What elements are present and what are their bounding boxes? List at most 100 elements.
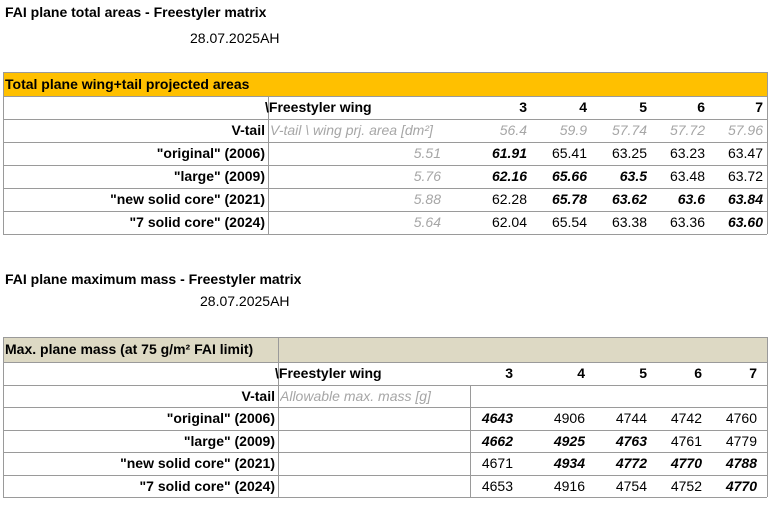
grid-line xyxy=(3,188,767,189)
cell-value: 4662 xyxy=(481,432,513,449)
row-label: "large" (2009) xyxy=(173,168,265,184)
column-header: 7 xyxy=(749,365,757,381)
grid-line xyxy=(3,72,4,234)
row-label: "new solid core" (2021) xyxy=(120,455,275,471)
cell-value: 4754 xyxy=(615,477,647,494)
row-label: V-tail xyxy=(231,122,265,138)
grid-line xyxy=(3,429,767,431)
column-header: 5 xyxy=(639,365,647,381)
grid-line xyxy=(3,474,767,476)
vtail-value: 59.9 xyxy=(559,122,587,138)
cell-value: 62.04 xyxy=(491,214,527,230)
column-header: 6 xyxy=(697,99,705,115)
cell-value: 4772 xyxy=(615,455,647,471)
cell-value: 63.38 xyxy=(611,214,647,230)
grid-line xyxy=(3,497,767,498)
column-header: 6 xyxy=(694,365,702,381)
cell-value: 61.91 xyxy=(491,145,527,161)
cell-value: 4934 xyxy=(553,455,585,471)
grid-line xyxy=(268,96,269,234)
grid-line xyxy=(3,211,767,212)
column-header: 5 xyxy=(639,99,647,115)
column-header: 4 xyxy=(579,99,587,115)
header-text: Max. plane mass (at 75 g/m² FAI limit) xyxy=(5,341,254,357)
cell-value: 63.25 xyxy=(611,145,647,161)
cell-value: 4671 xyxy=(481,455,513,471)
grid-line xyxy=(3,234,767,235)
cell-value: 63.62 xyxy=(611,191,647,207)
header-band xyxy=(3,337,767,362)
grid-line xyxy=(3,165,767,166)
row-label: "large" (2009) xyxy=(183,432,275,449)
header-text: Total plane wing+tail projected areas xyxy=(5,76,250,92)
column-header: 7 xyxy=(755,99,763,115)
cell-value: 62.16 xyxy=(491,168,527,184)
cell-value: 65.66 xyxy=(551,168,587,184)
cell-value: 4744 xyxy=(615,410,647,426)
cell-value: 4788 xyxy=(725,455,757,471)
corner-label: \Freestyler wing xyxy=(265,99,372,115)
cell-value: 63.23 xyxy=(669,145,705,161)
row-label: "7 solid core" (2024) xyxy=(129,214,265,230)
row-label: "new solid core" (2021) xyxy=(110,191,265,207)
section-title: FAI plane total areas - Freestyler matri… xyxy=(5,4,267,20)
cell-value: 4761 xyxy=(670,432,702,449)
cell-value: 63.84 xyxy=(727,191,763,207)
grid-line xyxy=(3,119,767,120)
cell-value: 65.54 xyxy=(551,214,587,230)
grid-line xyxy=(3,452,767,453)
column-header: 3 xyxy=(505,365,513,381)
grid-line xyxy=(3,384,767,386)
row-label: V-tail xyxy=(241,387,275,404)
grid-line xyxy=(278,337,279,497)
cell-value: 4779 xyxy=(725,432,757,449)
cell-value: 4763 xyxy=(615,432,647,449)
cell-value: 63.47 xyxy=(727,145,763,161)
cell-value: 4742 xyxy=(670,410,702,426)
grid-line xyxy=(3,407,767,408)
corner-label: \Freestyler wing xyxy=(275,365,382,381)
cell-value: 4925 xyxy=(553,432,585,449)
vtail-value: 57.96 xyxy=(727,122,763,138)
grid-line xyxy=(470,384,471,497)
cell-value: 4906 xyxy=(553,410,585,426)
vtail-value: 56.4 xyxy=(499,122,527,138)
cell-value: 4643 xyxy=(481,410,513,426)
row-label: "original" (2006) xyxy=(166,410,275,426)
header-band xyxy=(3,72,767,96)
cell-value: 4770 xyxy=(670,455,702,471)
cell-value: 65.41 xyxy=(551,145,587,161)
cell-value: 4653 xyxy=(481,477,513,494)
cell-value: 4760 xyxy=(725,410,757,426)
row-desc: Allowable max. mass [g] xyxy=(280,387,431,404)
grid-line xyxy=(3,72,767,73)
row-label: "7 solid core" (2024) xyxy=(139,477,275,494)
cell-value: 63.6 xyxy=(677,191,705,207)
vtail-value: 57.74 xyxy=(611,122,647,138)
tail-value: 5.51 xyxy=(413,145,441,161)
cell-value: 65.78 xyxy=(551,191,587,207)
cell-value: 4752 xyxy=(670,477,702,494)
section-date: 28.07.2025AH xyxy=(190,30,280,46)
cell-value: 4770 xyxy=(725,477,757,494)
cell-value: 63.72 xyxy=(727,168,763,184)
section-date: 28.07.2025AH xyxy=(200,293,290,309)
cell-value: 63.48 xyxy=(669,168,705,184)
cell-value: 63.5 xyxy=(619,168,647,184)
tail-value: 5.64 xyxy=(413,214,441,230)
column-header: 3 xyxy=(519,99,527,115)
cell-value: 63.36 xyxy=(669,214,705,230)
tail-value: 5.76 xyxy=(413,168,441,184)
tail-value: 5.88 xyxy=(413,191,441,207)
grid-line xyxy=(3,362,767,363)
vtail-value: 57.72 xyxy=(669,122,705,138)
cell-value: 63.60 xyxy=(727,214,763,230)
cell-value: 4916 xyxy=(553,477,585,494)
grid-line xyxy=(3,96,767,97)
cell-value: 62.28 xyxy=(491,191,527,207)
row-label: "original" (2006) xyxy=(156,145,265,161)
grid-line xyxy=(3,337,767,338)
grid-line xyxy=(3,337,4,497)
grid-line xyxy=(3,142,767,143)
